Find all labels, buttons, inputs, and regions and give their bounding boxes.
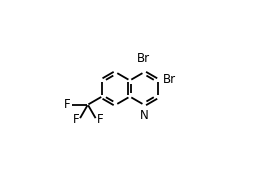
Text: F: F bbox=[64, 98, 70, 111]
Text: Br: Br bbox=[137, 52, 150, 65]
Text: F: F bbox=[73, 113, 79, 126]
Text: Br: Br bbox=[163, 73, 176, 86]
Text: F: F bbox=[97, 113, 103, 126]
Text: N: N bbox=[140, 109, 149, 122]
